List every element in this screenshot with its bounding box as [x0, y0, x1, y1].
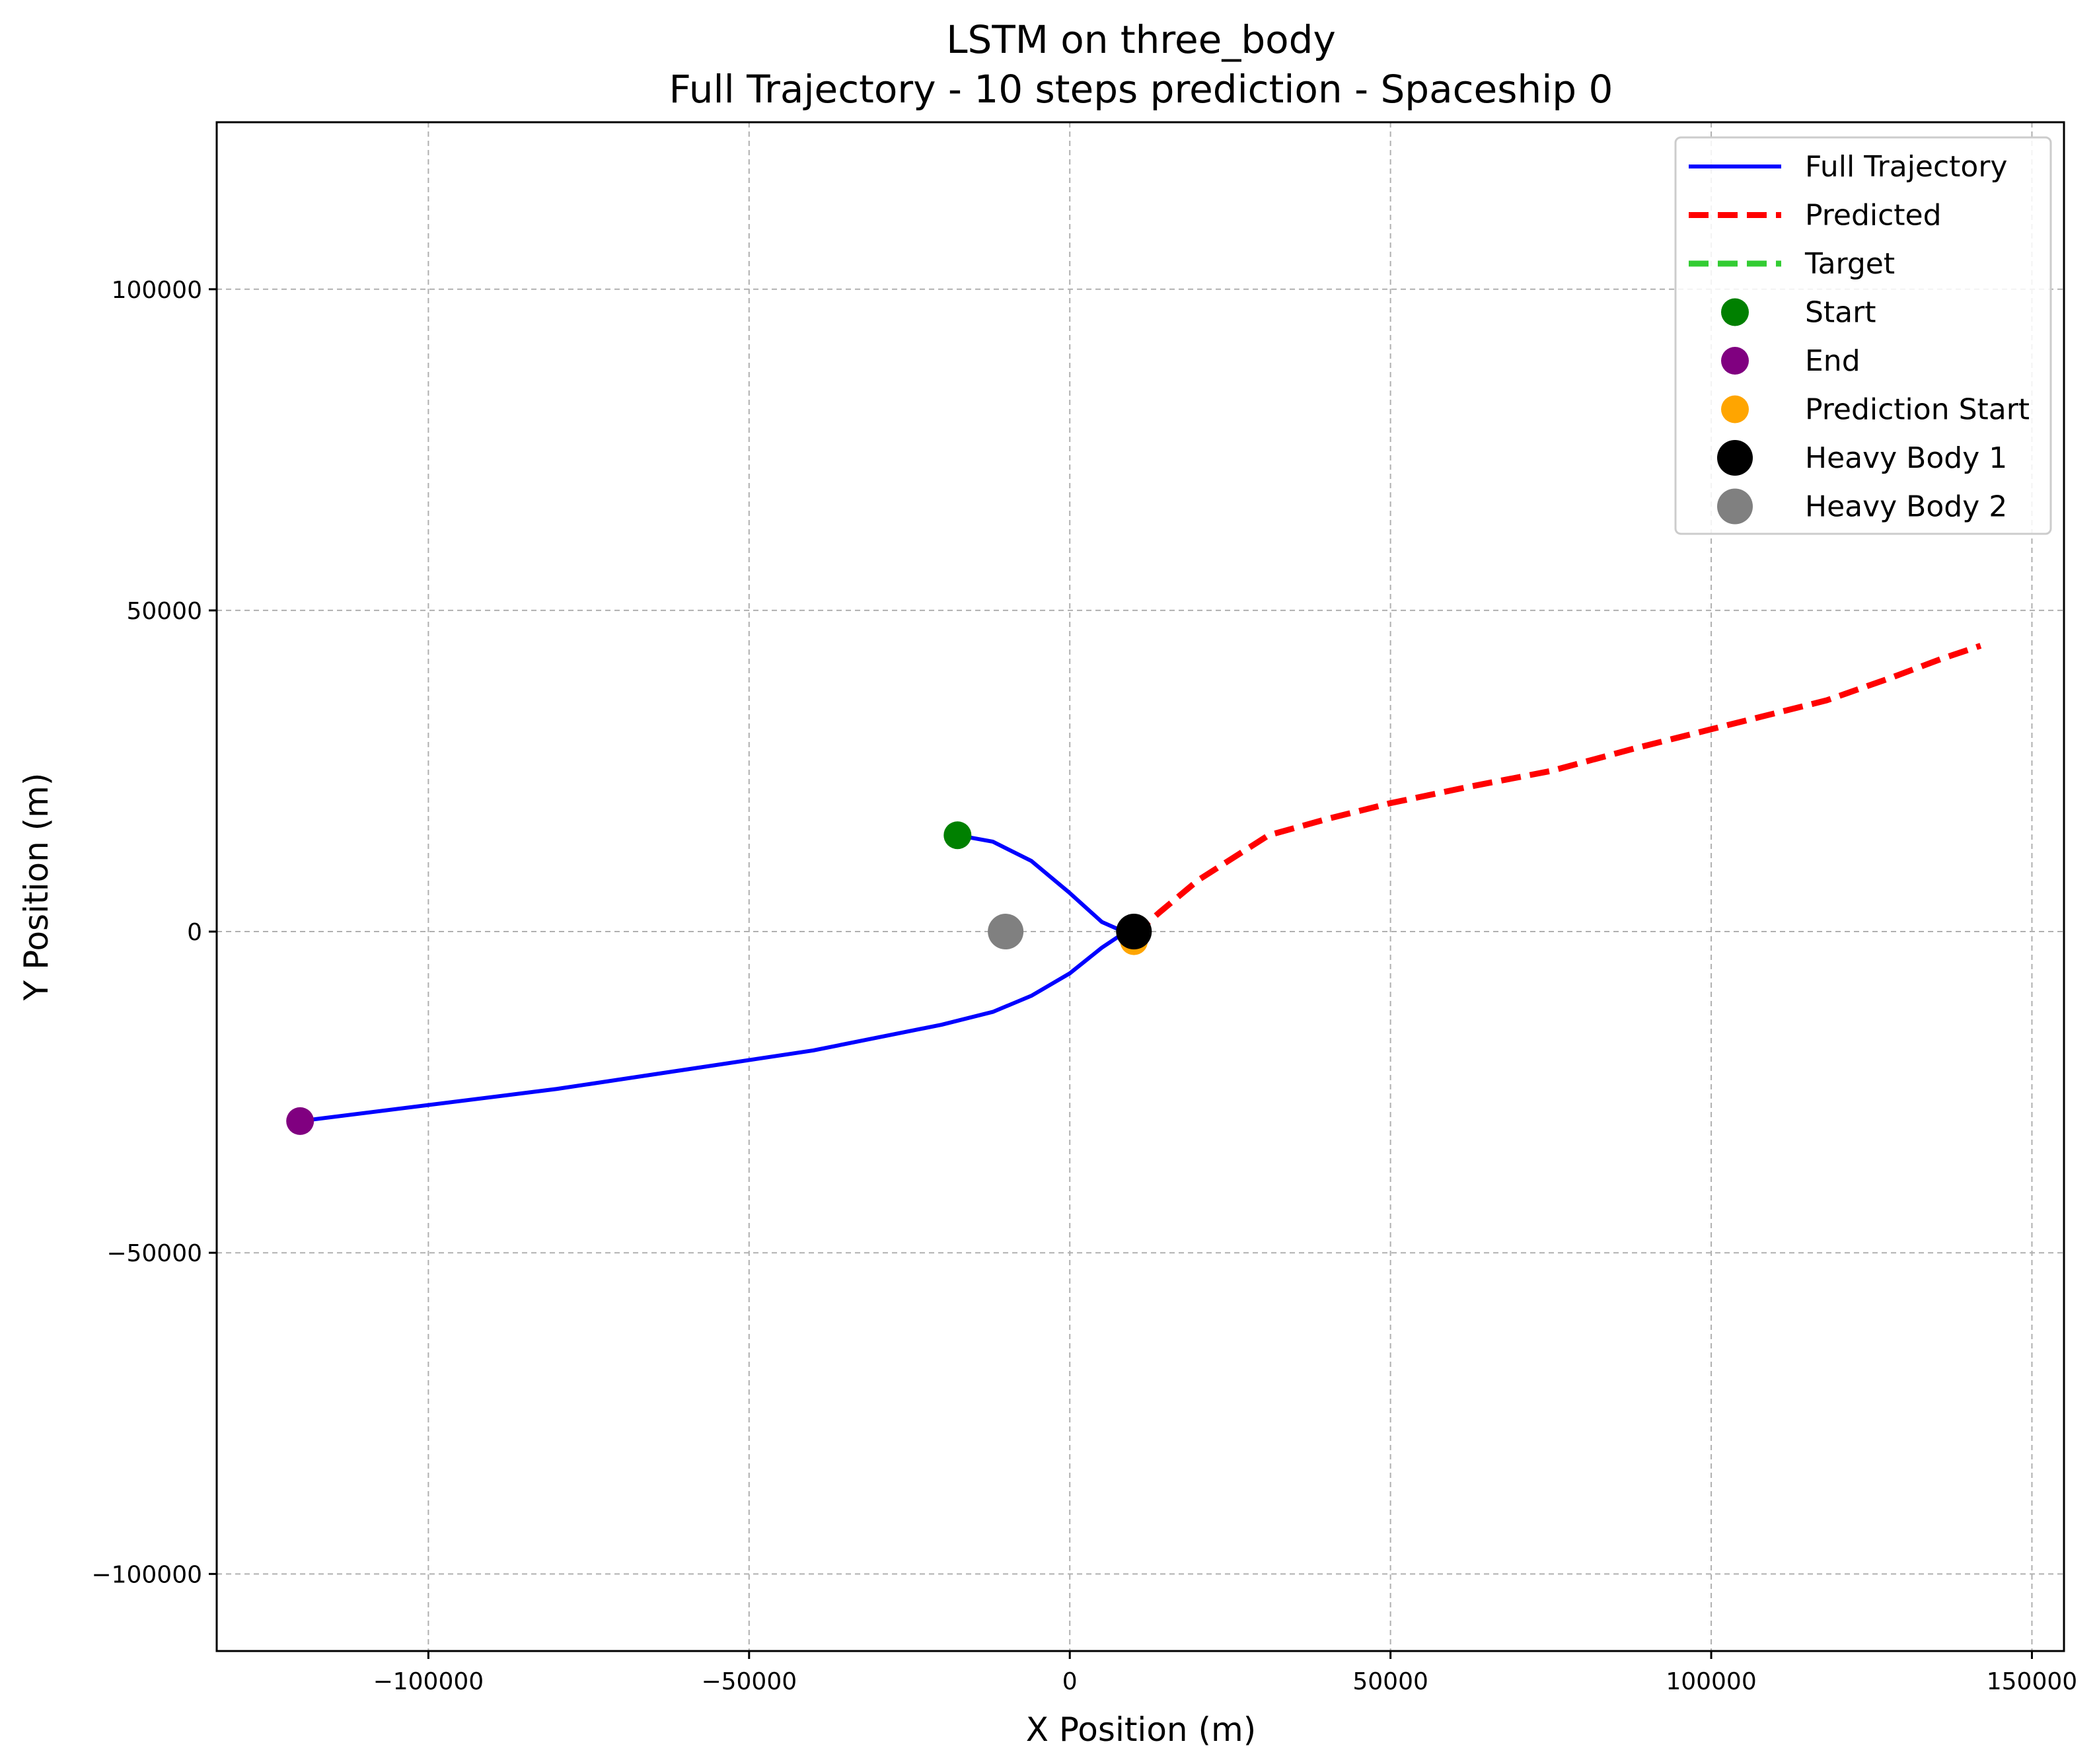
- legend-swatch: [1721, 298, 1749, 326]
- point-heavy-body-2: [988, 914, 1024, 950]
- legend-label: Full Trajectory: [1805, 150, 2007, 184]
- legend-label: Predicted: [1805, 199, 1942, 233]
- legend-label: Target: [1804, 247, 1895, 281]
- legend-item-start: Start: [1721, 296, 1876, 330]
- y-ticks: −100000 −50000 0 50000 100000: [91, 277, 217, 1588]
- legend: Full Trajectory Predicted Target Start End Pr…: [1674, 136, 2052, 535]
- legend-item-heavy-body-2: Heavy Body 2: [1717, 488, 2007, 525]
- y-tick-label: 100000: [112, 277, 202, 304]
- legend-swatch: [1717, 488, 1753, 525]
- chart-subtitle: Full Trajectory - 10 steps prediction - …: [669, 67, 1613, 112]
- x-tick-label: −100000: [373, 1668, 484, 1695]
- legend-label: End: [1805, 344, 1860, 378]
- legend-item-target: Target: [1689, 247, 1895, 281]
- y-tick-label: 0: [187, 919, 202, 946]
- y-axis-label: Y Position (m): [17, 773, 55, 1002]
- y-tick-label: 50000: [126, 598, 202, 625]
- x-tick-label: 50000: [1352, 1668, 1428, 1695]
- legend-item-end: End: [1721, 344, 1860, 378]
- legend-swatch: [1721, 347, 1749, 375]
- plot-frame: [215, 121, 2065, 1652]
- legend-item-predicted: Predicted: [1689, 199, 1942, 233]
- series-full-trajectory: [298, 833, 1136, 1123]
- chart-title: LSTM on three_body: [946, 17, 1336, 62]
- x-axis-label: X Position (m): [1026, 1710, 1256, 1749]
- legend-box: [1674, 136, 2052, 535]
- legend-swatch: [1717, 440, 1753, 476]
- legend-label: Heavy Body 1: [1805, 441, 2007, 475]
- y-tick-label: −100000: [91, 1561, 202, 1588]
- legend-item-full-trajectory: Full Trajectory: [1689, 150, 2007, 184]
- legend-item-prediction-start: Prediction Start: [1721, 393, 2030, 427]
- point-heavy-body-1: [1116, 914, 1152, 950]
- x-tick-label: 100000: [1666, 1668, 1756, 1695]
- plot-points: [286, 821, 1152, 1135]
- x-tick-label: −50000: [701, 1668, 797, 1695]
- legend-item-heavy-body-1: Heavy Body 1: [1717, 440, 2007, 476]
- y-tick-label: −50000: [106, 1240, 202, 1267]
- x-tick-label: 150000: [1987, 1668, 2077, 1695]
- x-ticks: −100000 −50000 0 50000 100000 150000: [373, 1651, 2077, 1695]
- x-tick-label: 0: [1062, 1668, 1078, 1695]
- point-start: [943, 821, 972, 850]
- point-end: [286, 1107, 314, 1135]
- legend-label: Heavy Body 2: [1805, 490, 2007, 524]
- series-predicted: [1132, 643, 1982, 937]
- legend-swatch: [1721, 395, 1749, 423]
- legend-label: Prediction Start: [1805, 393, 2030, 427]
- legend-label: Start: [1805, 296, 1876, 330]
- plot-series: [298, 643, 1982, 1123]
